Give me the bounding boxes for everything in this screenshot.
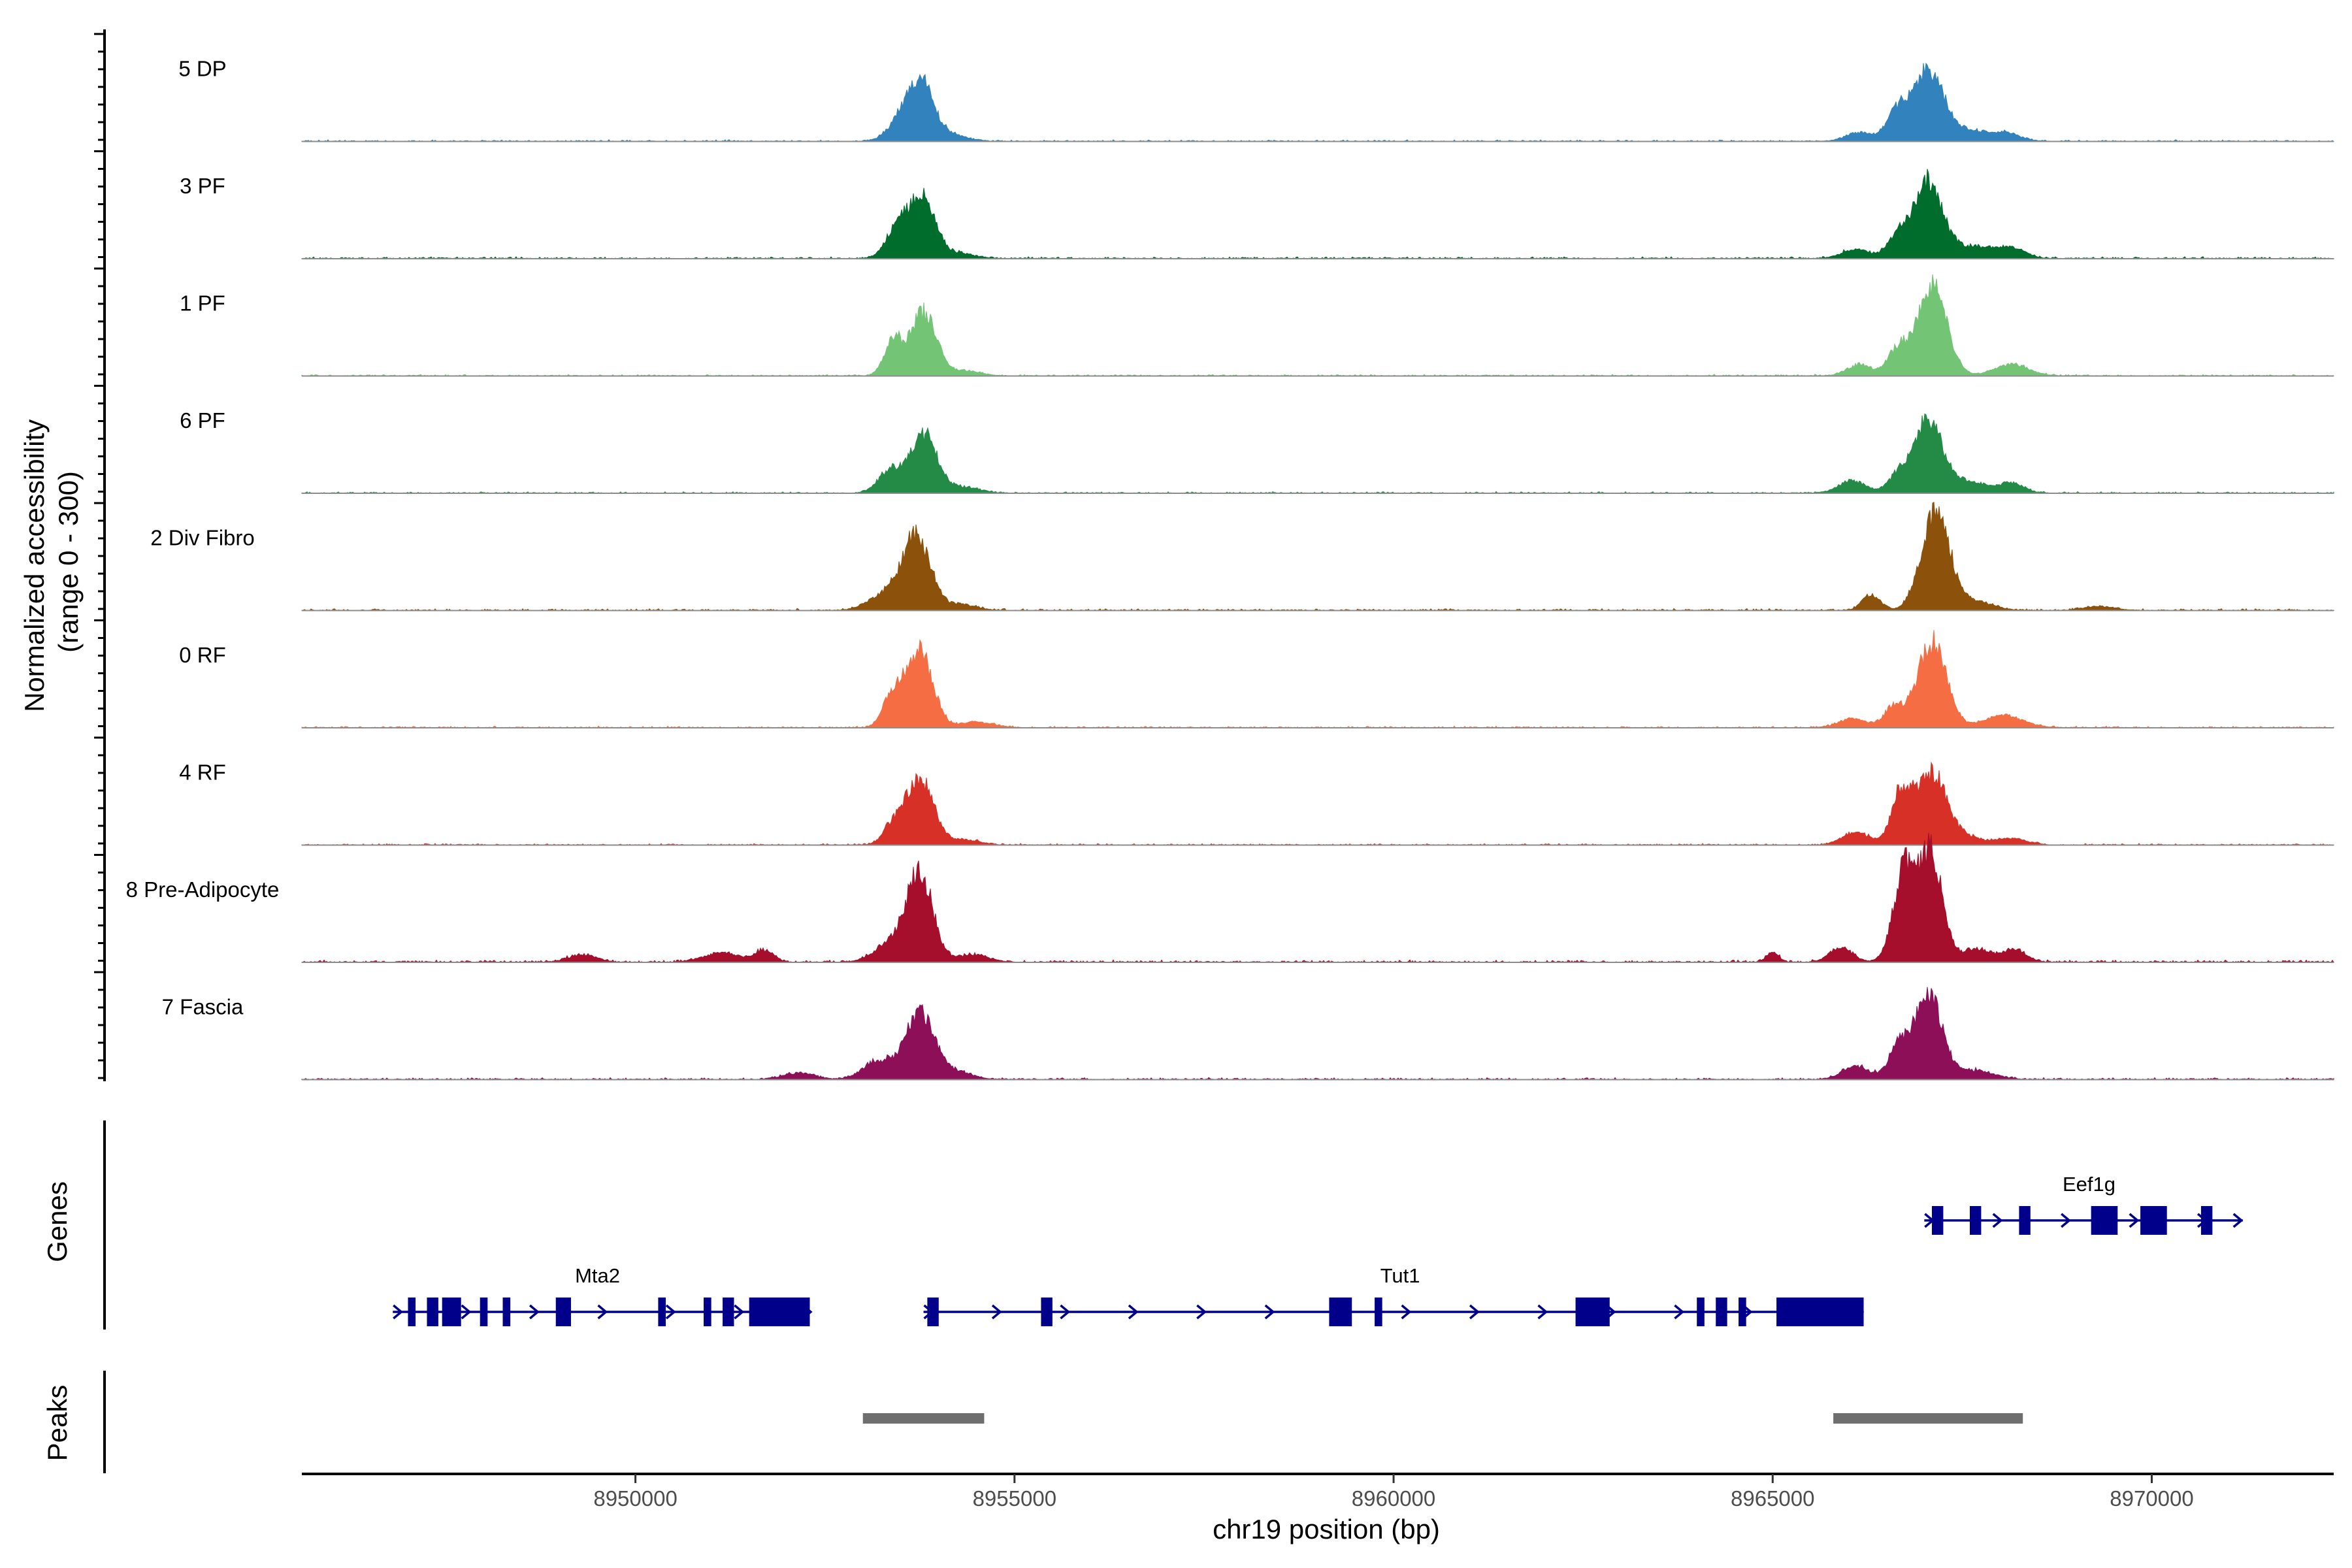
track-label: 5 DP — [178, 57, 226, 81]
exon — [658, 1298, 666, 1326]
strand-arrow — [2061, 1213, 2071, 1228]
strand-arrow — [1674, 1304, 1685, 1320]
track-label: 8 Pre-Adipocyte — [126, 877, 280, 902]
strand-arrow — [665, 1304, 676, 1320]
peaks-track-title: Peaks — [42, 1385, 73, 1462]
track-label: 0 RF — [179, 643, 226, 667]
exon — [1716, 1298, 1727, 1326]
exon — [1739, 1298, 1746, 1326]
strand-arrow — [393, 1304, 403, 1320]
strand-arrow — [529, 1304, 540, 1320]
coverage-area — [301, 630, 2334, 728]
gene-label: Tut1 — [1380, 1264, 1420, 1287]
track-2: 3 PF — [180, 169, 2334, 259]
coverage-area — [301, 832, 2334, 963]
gene-mta2: Mta2 — [393, 1264, 813, 1326]
track-1: 5 DP — [178, 57, 2334, 142]
exon — [2200, 1206, 2213, 1235]
exon — [1575, 1298, 1610, 1326]
exon — [2019, 1206, 2031, 1235]
track-8: 8 Pre-Adipocyte — [126, 832, 2334, 963]
exon — [442, 1298, 461, 1326]
exon — [723, 1298, 734, 1326]
strand-arrow — [1060, 1304, 1071, 1320]
exon — [1697, 1298, 1705, 1326]
strand-arrow — [1196, 1304, 1207, 1320]
coverage-area — [301, 274, 2334, 377]
coverage-tracks: 5 DP 3 PF 1 PF 6 PF 2 Div Fibro 0 RF 4 RF 8 Pre… — [126, 57, 2334, 1081]
strand-arrow — [2232, 1213, 2244, 1228]
x-tick-label: 8960000 — [1352, 1486, 1435, 1511]
track-label: 2 Div Fibro — [150, 526, 255, 550]
strand-arrow — [2129, 1213, 2140, 1228]
gene-eef1g: Eef1g — [1924, 1173, 2244, 1235]
exon — [480, 1298, 488, 1326]
x-tick-label: 8955000 — [973, 1486, 1056, 1511]
strand-arrow — [734, 1304, 745, 1320]
exon — [2140, 1206, 2167, 1235]
coverage-area — [301, 501, 2334, 612]
x-tick-label: 8965000 — [1731, 1486, 1814, 1511]
strand-arrow — [1469, 1304, 1480, 1320]
strand-arrow — [1128, 1304, 1139, 1320]
exon — [1931, 1206, 1944, 1235]
track-label: 3 PF — [180, 174, 225, 198]
x-tick-label: 8970000 — [2110, 1486, 2193, 1511]
exon — [408, 1298, 416, 1326]
exon — [1041, 1298, 1053, 1326]
track-6: 0 RF — [179, 630, 2334, 728]
coverage-area — [301, 413, 2334, 494]
x-axis-title: chr19 position (bp) — [1213, 1514, 1440, 1544]
exon — [1375, 1298, 1382, 1326]
x-axis: 8950000 8955000 8960000 8965000 8970000 — [302, 1473, 2334, 1511]
coverage-area — [301, 62, 2334, 142]
track-label: 4 RF — [179, 760, 226, 785]
strand-arrow — [597, 1304, 608, 1320]
gene-tut1: Tut1 — [923, 1264, 1865, 1326]
track-label: 1 PF — [180, 291, 225, 316]
peak-region — [1833, 1413, 2023, 1424]
exon — [427, 1298, 438, 1326]
exon — [1969, 1206, 1982, 1235]
strand-arrow — [1264, 1304, 1275, 1320]
strand-arrow — [461, 1304, 472, 1320]
track-3: 1 PF — [180, 274, 2334, 377]
x-tick-label: 8950000 — [593, 1486, 677, 1511]
track-label: 6 PF — [180, 408, 225, 433]
track-label: 7 Fascia — [162, 995, 244, 1019]
exon — [1329, 1298, 1352, 1326]
exon — [704, 1298, 711, 1326]
coverage-y-axis — [94, 29, 106, 1081]
genes-track: Mta2 Tut1 Eef1g — [103, 1120, 2244, 1330]
exon — [2091, 1206, 2118, 1235]
coverage-area — [301, 169, 2334, 259]
genes-track-title: Genes — [42, 1181, 73, 1262]
exon — [502, 1298, 511, 1326]
gene-label: Mta2 — [575, 1264, 620, 1287]
strand-arrow — [1992, 1213, 2003, 1228]
track-5: 2 Div Fibro — [150, 501, 2334, 612]
exon — [749, 1298, 810, 1326]
exon — [1776, 1298, 1864, 1326]
coverage-area — [301, 987, 2334, 1081]
exon — [555, 1298, 571, 1326]
peaks-track — [103, 1371, 2023, 1473]
gene-label: Eef1g — [2063, 1173, 2115, 1196]
track-7: 4 RF — [179, 760, 2334, 846]
strand-arrow — [1401, 1304, 1412, 1320]
y-axis-title: Normalized accessibility (range 0 - 300) — [19, 412, 84, 712]
strand-arrow — [1537, 1304, 1548, 1320]
exon — [927, 1298, 939, 1326]
track-4: 6 PF — [180, 408, 2334, 494]
track-9: 7 Fascia — [162, 987, 2334, 1081]
peak-region — [862, 1413, 985, 1424]
strand-arrow — [991, 1304, 1002, 1320]
coverage-area — [301, 761, 2334, 846]
